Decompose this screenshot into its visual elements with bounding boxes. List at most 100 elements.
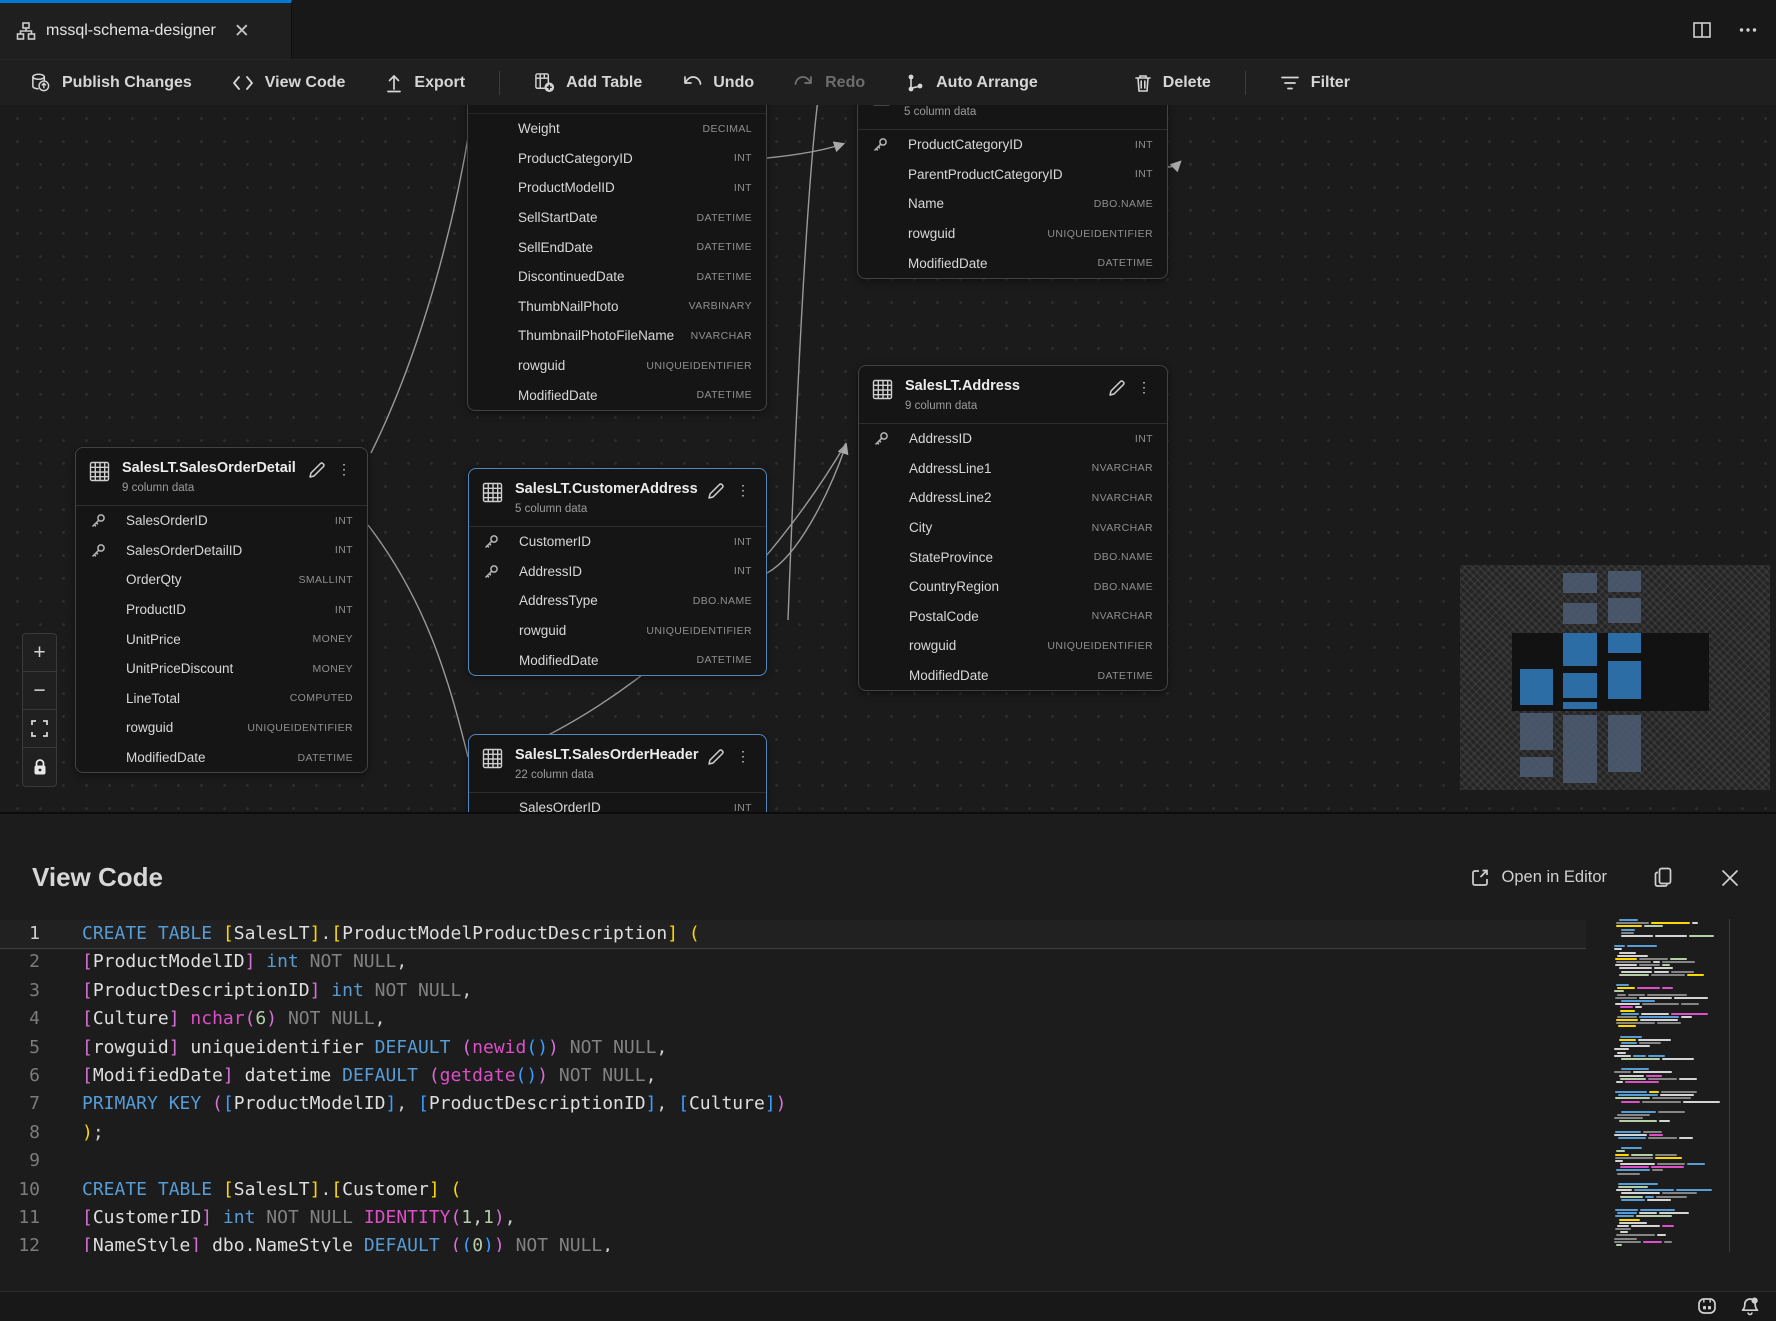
- table-menu-button[interactable]: ⋮: [736, 482, 750, 498]
- code-line[interactable]: 11[CustomerID] int NOT NULL IDENTITY(1, 1…: [0, 1204, 1586, 1232]
- edit-table-button[interactable]: [1108, 105, 1125, 108]
- table-column-row[interactable]: ProductID INT: [76, 595, 367, 625]
- table-column-row[interactable]: AddressLine1 NVARCHAR: [859, 454, 1167, 484]
- table-column-row[interactable]: AddressType DBO.NAME: [469, 586, 766, 616]
- table-column-row[interactable]: AddressID INT: [859, 424, 1167, 454]
- fit-view-button[interactable]: [23, 710, 56, 748]
- close-panel-button[interactable]: [1720, 868, 1740, 888]
- sql-code-editor[interactable]: 1 CREATE TABLE [SalesLT].[ProductModelPro…: [0, 920, 1586, 1252]
- split-editor-icon[interactable]: [1692, 20, 1712, 40]
- table-node-address[interactable]: SalesLT.Address 9 column data ⋮ AddressID…: [858, 365, 1168, 692]
- table-column-row[interactable]: LineTotal COMPUTED: [76, 684, 367, 714]
- code-minimap[interactable]: [1612, 919, 1724, 1252]
- schema-canvas[interactable]: Weight DECIMAL ProductCategoryID INT Product…: [0, 105, 1776, 812]
- minimap-table-rect: [1563, 633, 1597, 666]
- zoom-in-button[interactable]: +: [23, 634, 56, 672]
- code-line[interactable]: 5[rowguid] uniqueidentifier DEFAULT (new…: [0, 1034, 1586, 1062]
- code-line[interactable]: 8);: [0, 1119, 1586, 1147]
- table-column-row[interactable]: Weight DECIMAL: [468, 114, 766, 144]
- table-column-row[interactable]: CustomerID INT: [469, 527, 766, 557]
- code-line[interactable]: 10 CREATE TABLE [SalesLT].[Customer] (: [0, 1176, 1586, 1204]
- table-column-row[interactable]: rowguid UNIQUEIDENTIFIER: [469, 616, 766, 646]
- table-column-row[interactable]: rowguid UNIQUEIDENTIFIER: [468, 351, 766, 381]
- export-button[interactable]: Export: [365, 66, 485, 100]
- table-column-row[interactable]: SellEndDate DATETIME: [468, 232, 766, 262]
- code-line[interactable]: 4[Culture] nchar(6) NOT NULL,: [0, 1005, 1586, 1033]
- table-column-row[interactable]: ThumbnailPhotoFileName NVARCHAR: [468, 321, 766, 351]
- lock-button[interactable]: [23, 748, 56, 786]
- notifications-bell-icon[interactable]: [1740, 1296, 1760, 1317]
- zoom-out-button[interactable]: −: [23, 672, 56, 710]
- table-column-row[interactable]: CountryRegion DBO.NAME: [859, 572, 1167, 602]
- edit-table-button[interactable]: [707, 749, 724, 771]
- diagram-minimap[interactable]: [1460, 565, 1770, 790]
- table-column-row[interactable]: ParentProductCategoryID INT: [858, 160, 1167, 190]
- column-type: DBO.NAME: [1093, 580, 1153, 593]
- publish-changes-button[interactable]: Publish Changes: [10, 66, 212, 100]
- table-node-product-partial[interactable]: Weight DECIMAL ProductCategoryID INT Product…: [467, 105, 767, 411]
- edit-table-button[interactable]: [1108, 380, 1125, 402]
- table-column-row[interactable]: ModifiedDate DATETIME: [469, 645, 766, 675]
- table-column-row[interactable]: rowguid UNIQUEIDENTIFIER: [76, 713, 367, 743]
- column-name: ThumbNailPhoto: [518, 298, 619, 314]
- table-column-row[interactable]: AddressLine2 NVARCHAR: [859, 483, 1167, 513]
- table-column-row[interactable]: Name DBO.NAME: [858, 189, 1167, 219]
- view-code-button[interactable]: View Code: [212, 66, 366, 100]
- open-in-editor-button[interactable]: Open in Editor: [1470, 867, 1607, 888]
- table-menu-button[interactable]: ⋮: [337, 461, 351, 477]
- table-node-sales-order-header[interactable]: SalesLT.SalesOrderHeader 22 column data …: [468, 734, 767, 812]
- table-column-row[interactable]: UnitPriceDiscount MONEY: [76, 654, 367, 684]
- more-actions-icon[interactable]: [1738, 20, 1758, 40]
- table-column-row[interactable]: ThumbNailPhoto VARBINARY: [468, 292, 766, 322]
- table-column-row[interactable]: rowguid UNIQUEIDENTIFIER: [859, 631, 1167, 661]
- code-line[interactable]: 1 CREATE TABLE [SalesLT].[ProductModelPro…: [0, 920, 1586, 950]
- table-column-row[interactable]: SalesOrderID INT: [469, 793, 766, 812]
- table-column-row[interactable]: ProductModelID INT: [468, 173, 766, 203]
- close-icon: [1722, 869, 1738, 886]
- table-subtitle: 9 column data: [905, 400, 978, 412]
- table-column-row[interactable]: SalesOrderDetailID INT: [76, 536, 367, 566]
- table-column-row[interactable]: StateProvince DBO.NAME: [859, 542, 1167, 572]
- code-line[interactable]: 6[ModifiedDate] datetime DEFAULT (getdat…: [0, 1062, 1586, 1090]
- table-column-row[interactable]: OrderQty SMALLINT: [76, 565, 367, 595]
- table-column-row[interactable]: ModifiedDate DATETIME: [858, 248, 1167, 278]
- table-column-row[interactable]: ProductCategoryID INT: [468, 144, 766, 174]
- table-node-product-category[interactable]: SalesLT.ProductCategory 5 column data ⋮P…: [857, 105, 1168, 279]
- edit-table-button[interactable]: [308, 462, 325, 484]
- add-table-button[interactable]: Add Table: [514, 66, 662, 100]
- copy-code-button[interactable]: [1653, 866, 1674, 889]
- editor-tab-bar: mssql-schema-designer ✕: [0, 0, 1776, 60]
- table-column-row[interactable]: ModifiedDate DATETIME: [76, 743, 367, 773]
- table-column-row[interactable]: AddressID INT: [469, 557, 766, 587]
- code-line[interactable]: 2[ProductModelID] int NOT NULL,: [0, 948, 1586, 976]
- undo-button[interactable]: Undo: [662, 66, 774, 100]
- table-column-row[interactable]: UnitPrice MONEY: [76, 624, 367, 654]
- feedback-icon[interactable]: [1696, 1297, 1718, 1317]
- code-line[interactable]: 7 PRIMARY KEY ([ProductModelID], [Product…: [0, 1090, 1586, 1118]
- table-column-row[interactable]: SellStartDate DATETIME: [468, 203, 766, 233]
- code-scrollbar[interactable]: [1729, 919, 1730, 1252]
- code-line[interactable]: 9: [0, 1147, 1586, 1175]
- edit-table-button[interactable]: [707, 483, 724, 505]
- table-column-row[interactable]: rowguid UNIQUEIDENTIFIER: [858, 219, 1167, 249]
- redo-button[interactable]: Redo: [774, 66, 885, 100]
- tab-mssql-schema-designer[interactable]: mssql-schema-designer ✕: [0, 0, 292, 59]
- table-column-row[interactable]: ModifiedDate DATETIME: [468, 380, 766, 410]
- table-menu-button[interactable]: ⋮: [1137, 379, 1151, 395]
- column-type: DATETIME: [1097, 669, 1153, 682]
- table-menu-button[interactable]: ⋮: [736, 748, 750, 764]
- code-line[interactable]: 3[ProductDescriptionID] int NOT NULL,: [0, 977, 1586, 1005]
- table-column-row[interactable]: City NVARCHAR: [859, 513, 1167, 543]
- tab-close-icon[interactable]: ✕: [233, 20, 250, 42]
- table-column-row[interactable]: PostalCode NVARCHAR: [859, 602, 1167, 632]
- table-column-row[interactable]: ModifiedDate DATETIME: [859, 661, 1167, 691]
- table-column-row[interactable]: DiscontinuedDate DATETIME: [468, 262, 766, 292]
- table-column-row[interactable]: SalesOrderID INT: [76, 506, 367, 536]
- code-line[interactable]: 12[NameStyle] dbo.NameStyle DEFAULT ((0)…: [0, 1232, 1586, 1252]
- table-node-customer-address[interactable]: SalesLT.CustomerAddress 5 column data ⋮ C…: [468, 468, 767, 676]
- table-node-sales-order-detail[interactable]: SalesLT.SalesOrderDetail 9 column data ⋮…: [75, 447, 368, 774]
- auto-arrange-button[interactable]: Auto Arrange: [885, 66, 1058, 100]
- table-column-row[interactable]: ProductCategoryID INT: [858, 130, 1167, 160]
- delete-button[interactable]: Delete: [1114, 66, 1231, 100]
- filter-button[interactable]: Filter: [1260, 66, 1370, 100]
